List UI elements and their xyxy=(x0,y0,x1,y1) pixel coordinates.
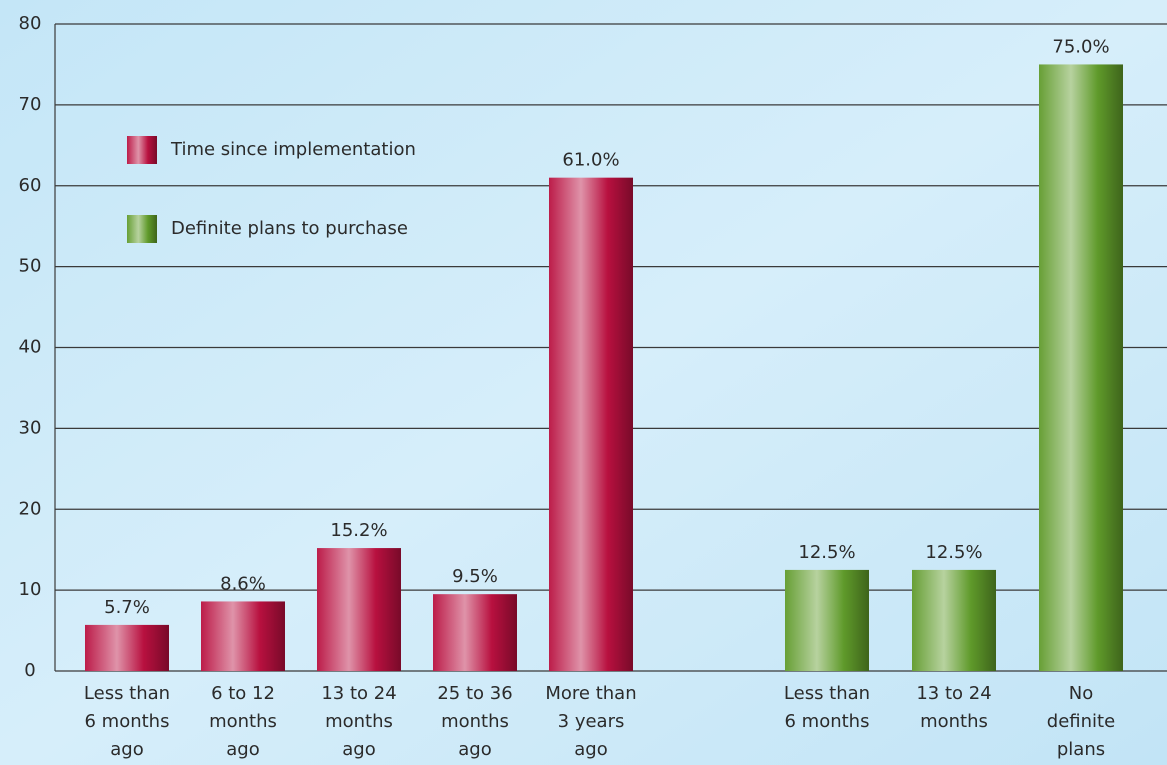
x-tick-label: months xyxy=(920,711,988,732)
value-label: 61.0% xyxy=(562,150,619,171)
x-tick-label: months xyxy=(325,711,393,732)
y-tick-label: 20 xyxy=(19,498,42,519)
x-tick-label: 13 to 24 xyxy=(916,683,991,704)
x-tick-label: 3 years xyxy=(558,711,625,732)
y-tick-label: 70 xyxy=(19,94,42,115)
x-tick-label: More than xyxy=(545,683,636,704)
x-tick-label: 25 to 36 xyxy=(437,683,512,704)
value-label: 5.7% xyxy=(104,597,150,618)
bar xyxy=(85,624,169,671)
bar xyxy=(317,548,401,671)
x-tick-label: Less than xyxy=(84,683,170,704)
y-tick-label: 40 xyxy=(19,337,42,358)
bar xyxy=(1039,64,1123,671)
value-label: 12.5% xyxy=(925,542,982,563)
bar xyxy=(549,177,633,671)
bar xyxy=(912,569,996,671)
legend-swatch xyxy=(127,136,157,164)
legend-swatch xyxy=(127,215,157,243)
y-tick-label: 30 xyxy=(19,417,42,438)
x-tick-label: ago xyxy=(110,739,143,760)
bar xyxy=(785,569,869,671)
value-label: 75.0% xyxy=(1052,36,1109,57)
legend-label: Time since implementation xyxy=(170,139,416,160)
bar xyxy=(201,601,285,671)
x-tick-label: No xyxy=(1069,683,1093,704)
y-tick-label: 60 xyxy=(19,175,42,196)
value-label: 12.5% xyxy=(798,542,855,563)
x-tick-label: ago xyxy=(458,739,491,760)
legend-label: Definite plans to purchase xyxy=(171,218,408,239)
y-tick-label: 0 xyxy=(24,660,35,681)
x-tick-label: 6 to 12 xyxy=(211,683,275,704)
x-tick-label: 6 months xyxy=(85,711,170,732)
y-tick-label: 10 xyxy=(19,579,42,600)
x-tick-label: plans xyxy=(1057,739,1105,760)
x-tick-label: months xyxy=(441,711,509,732)
x-tick-label: months xyxy=(209,711,277,732)
y-tick-label: 50 xyxy=(19,256,42,277)
x-tick-label: ago xyxy=(226,739,259,760)
x-tick-label: 6 months xyxy=(785,711,870,732)
value-label: 9.5% xyxy=(452,566,498,587)
x-tick-label: ago xyxy=(574,739,607,760)
value-label: 8.6% xyxy=(220,573,266,594)
y-tick-label: 80 xyxy=(19,13,42,34)
x-tick-label: ago xyxy=(342,739,375,760)
x-tick-label: 13 to 24 xyxy=(321,683,396,704)
x-tick-label: definite xyxy=(1047,711,1115,732)
bar xyxy=(433,594,517,671)
x-tick-label: Less than xyxy=(784,683,870,704)
value-label: 15.2% xyxy=(330,520,387,541)
